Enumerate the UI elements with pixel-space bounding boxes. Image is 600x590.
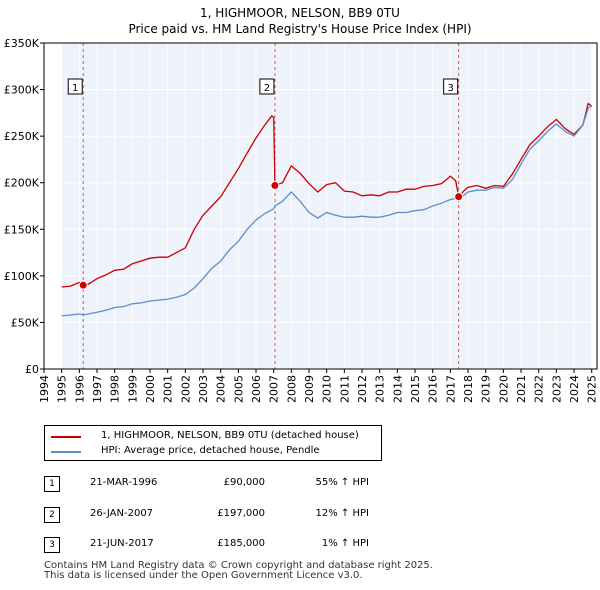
x-tick-label: 1996	[73, 375, 86, 403]
sale-label-box	[259, 78, 275, 95]
x-tick-label: 2009	[303, 375, 316, 403]
x-tick-label: 1999	[126, 375, 139, 403]
x-tick-label: 2018	[462, 375, 475, 403]
no-data-region-start	[44, 43, 62, 369]
property-price-line	[61, 102, 593, 288]
x-tick-label: 2006	[250, 375, 263, 403]
sale-hpi-change: 12% ↑ HPI	[315, 508, 369, 519]
chart-subtitle: Price paid vs. HM Land Registry's House …	[128, 22, 472, 36]
x-tick-label: 2017	[444, 375, 457, 403]
sale-point	[78, 280, 88, 290]
x-tick-label: 2023	[550, 375, 563, 403]
x-tick-label: 1994	[38, 375, 51, 403]
sale-label-box	[67, 78, 83, 95]
x-tick-label: 2007	[268, 375, 281, 403]
y-tick-label: £300K	[4, 84, 40, 97]
sale-hpi-change: 1% ↑ HPI	[321, 538, 369, 549]
x-tick-label: 2013	[374, 375, 387, 403]
sale-price: £185,000	[217, 538, 265, 549]
legend: 1, HIGHMOOR, NELSON, BB9 0TU (detached h…	[44, 425, 382, 461]
x-tick-label: 2008	[285, 375, 298, 403]
sale-price: £197,000	[217, 508, 265, 519]
y-tick-label: £200K	[4, 177, 40, 190]
x-tick-label: 2021	[515, 375, 528, 403]
legend-label-hpi: HPI: Average price, detached house, Pend…	[101, 445, 320, 456]
x-tick-label: 2012	[356, 375, 369, 403]
x-tick-label: 2022	[533, 375, 546, 403]
x-tick-label: 2003	[197, 375, 210, 403]
x-tick-label: 2010	[321, 375, 334, 403]
table-row: 1 21-MAR-1996 £90,000 55% ↑ HPI	[44, 476, 584, 492]
x-tick-label: 2020	[497, 375, 510, 403]
x-tick-label: 2000	[144, 375, 157, 403]
sale-date: 21-JUN-2017	[90, 538, 154, 549]
y-tick-label: £0	[25, 363, 39, 376]
y-tick-label: £100K	[4, 270, 40, 283]
footer-licence: This data is licensed under the Open Gov…	[44, 570, 363, 581]
footer: Contains HM Land Registry data © Crown c…	[44, 561, 433, 581]
no-data-region-end	[591, 43, 597, 369]
plot-background	[44, 43, 597, 369]
x-tick-label: 2025	[586, 375, 599, 403]
x-tick-label: 2004	[215, 375, 228, 403]
hpi-line	[61, 105, 593, 317]
x-tick-label: 2002	[179, 375, 192, 403]
sale-label-box	[443, 78, 459, 95]
y-tick-label: £250K	[4, 130, 40, 143]
sale-label: 1	[72, 83, 78, 94]
sale-marker-label: 1	[44, 476, 60, 492]
sale-point	[270, 181, 280, 191]
x-tick-label: 2001	[162, 375, 175, 403]
x-tick-label: 2015	[409, 375, 422, 403]
legend-swatch-hpi	[51, 451, 81, 453]
sale-marker-label: 2	[44, 507, 60, 523]
legend-label-property: 1, HIGHMOOR, NELSON, BB9 0TU (detached h…	[101, 430, 359, 441]
sale-date: 26-JAN-2007	[90, 508, 154, 519]
x-tick-label: 2024	[568, 375, 581, 403]
x-tick-label: 1998	[109, 375, 122, 403]
y-tick-label: £150K	[4, 223, 40, 236]
price-chart: 1994 1995 1996 1997 1998 1999 2000 2001 2002 2003…	[4, 37, 599, 403]
table-row: 3 21-JUN-2017 £185,000 1% ↑ HPI	[44, 537, 584, 553]
table-row: 2 26-JAN-2007 £197,000 12% ↑ HPI	[44, 507, 584, 523]
x-tick-label: 2005	[232, 375, 245, 403]
sale-marker-label: 3	[44, 537, 60, 553]
sale-price: £90,000	[223, 477, 265, 488]
sale-date: 21-MAR-1996	[90, 477, 158, 488]
sale-label: 3	[447, 83, 453, 94]
y-tick-label: £50K	[11, 316, 40, 329]
plot-frame	[43, 42, 598, 370]
x-tick-label: 2016	[427, 375, 440, 403]
footer-copyright: Contains HM Land Registry data © Crown c…	[44, 560, 433, 571]
x-tick-label: 1997	[91, 375, 104, 403]
sale-label: 2	[264, 83, 270, 94]
sale-hpi-change: 55% ↑ HPI	[315, 477, 369, 488]
sale-point	[454, 192, 464, 202]
x-tick-label: 2019	[480, 375, 493, 403]
legend-swatch-property	[51, 436, 81, 438]
y-tick-label: £350K	[4, 37, 40, 50]
x-tick-label: 2014	[391, 375, 404, 403]
x-tick-label: 1995	[56, 375, 69, 403]
chart-title: 1, HIGHMOOR, NELSON, BB9 0TU	[200, 6, 400, 20]
x-tick-label: 2011	[338, 375, 351, 403]
